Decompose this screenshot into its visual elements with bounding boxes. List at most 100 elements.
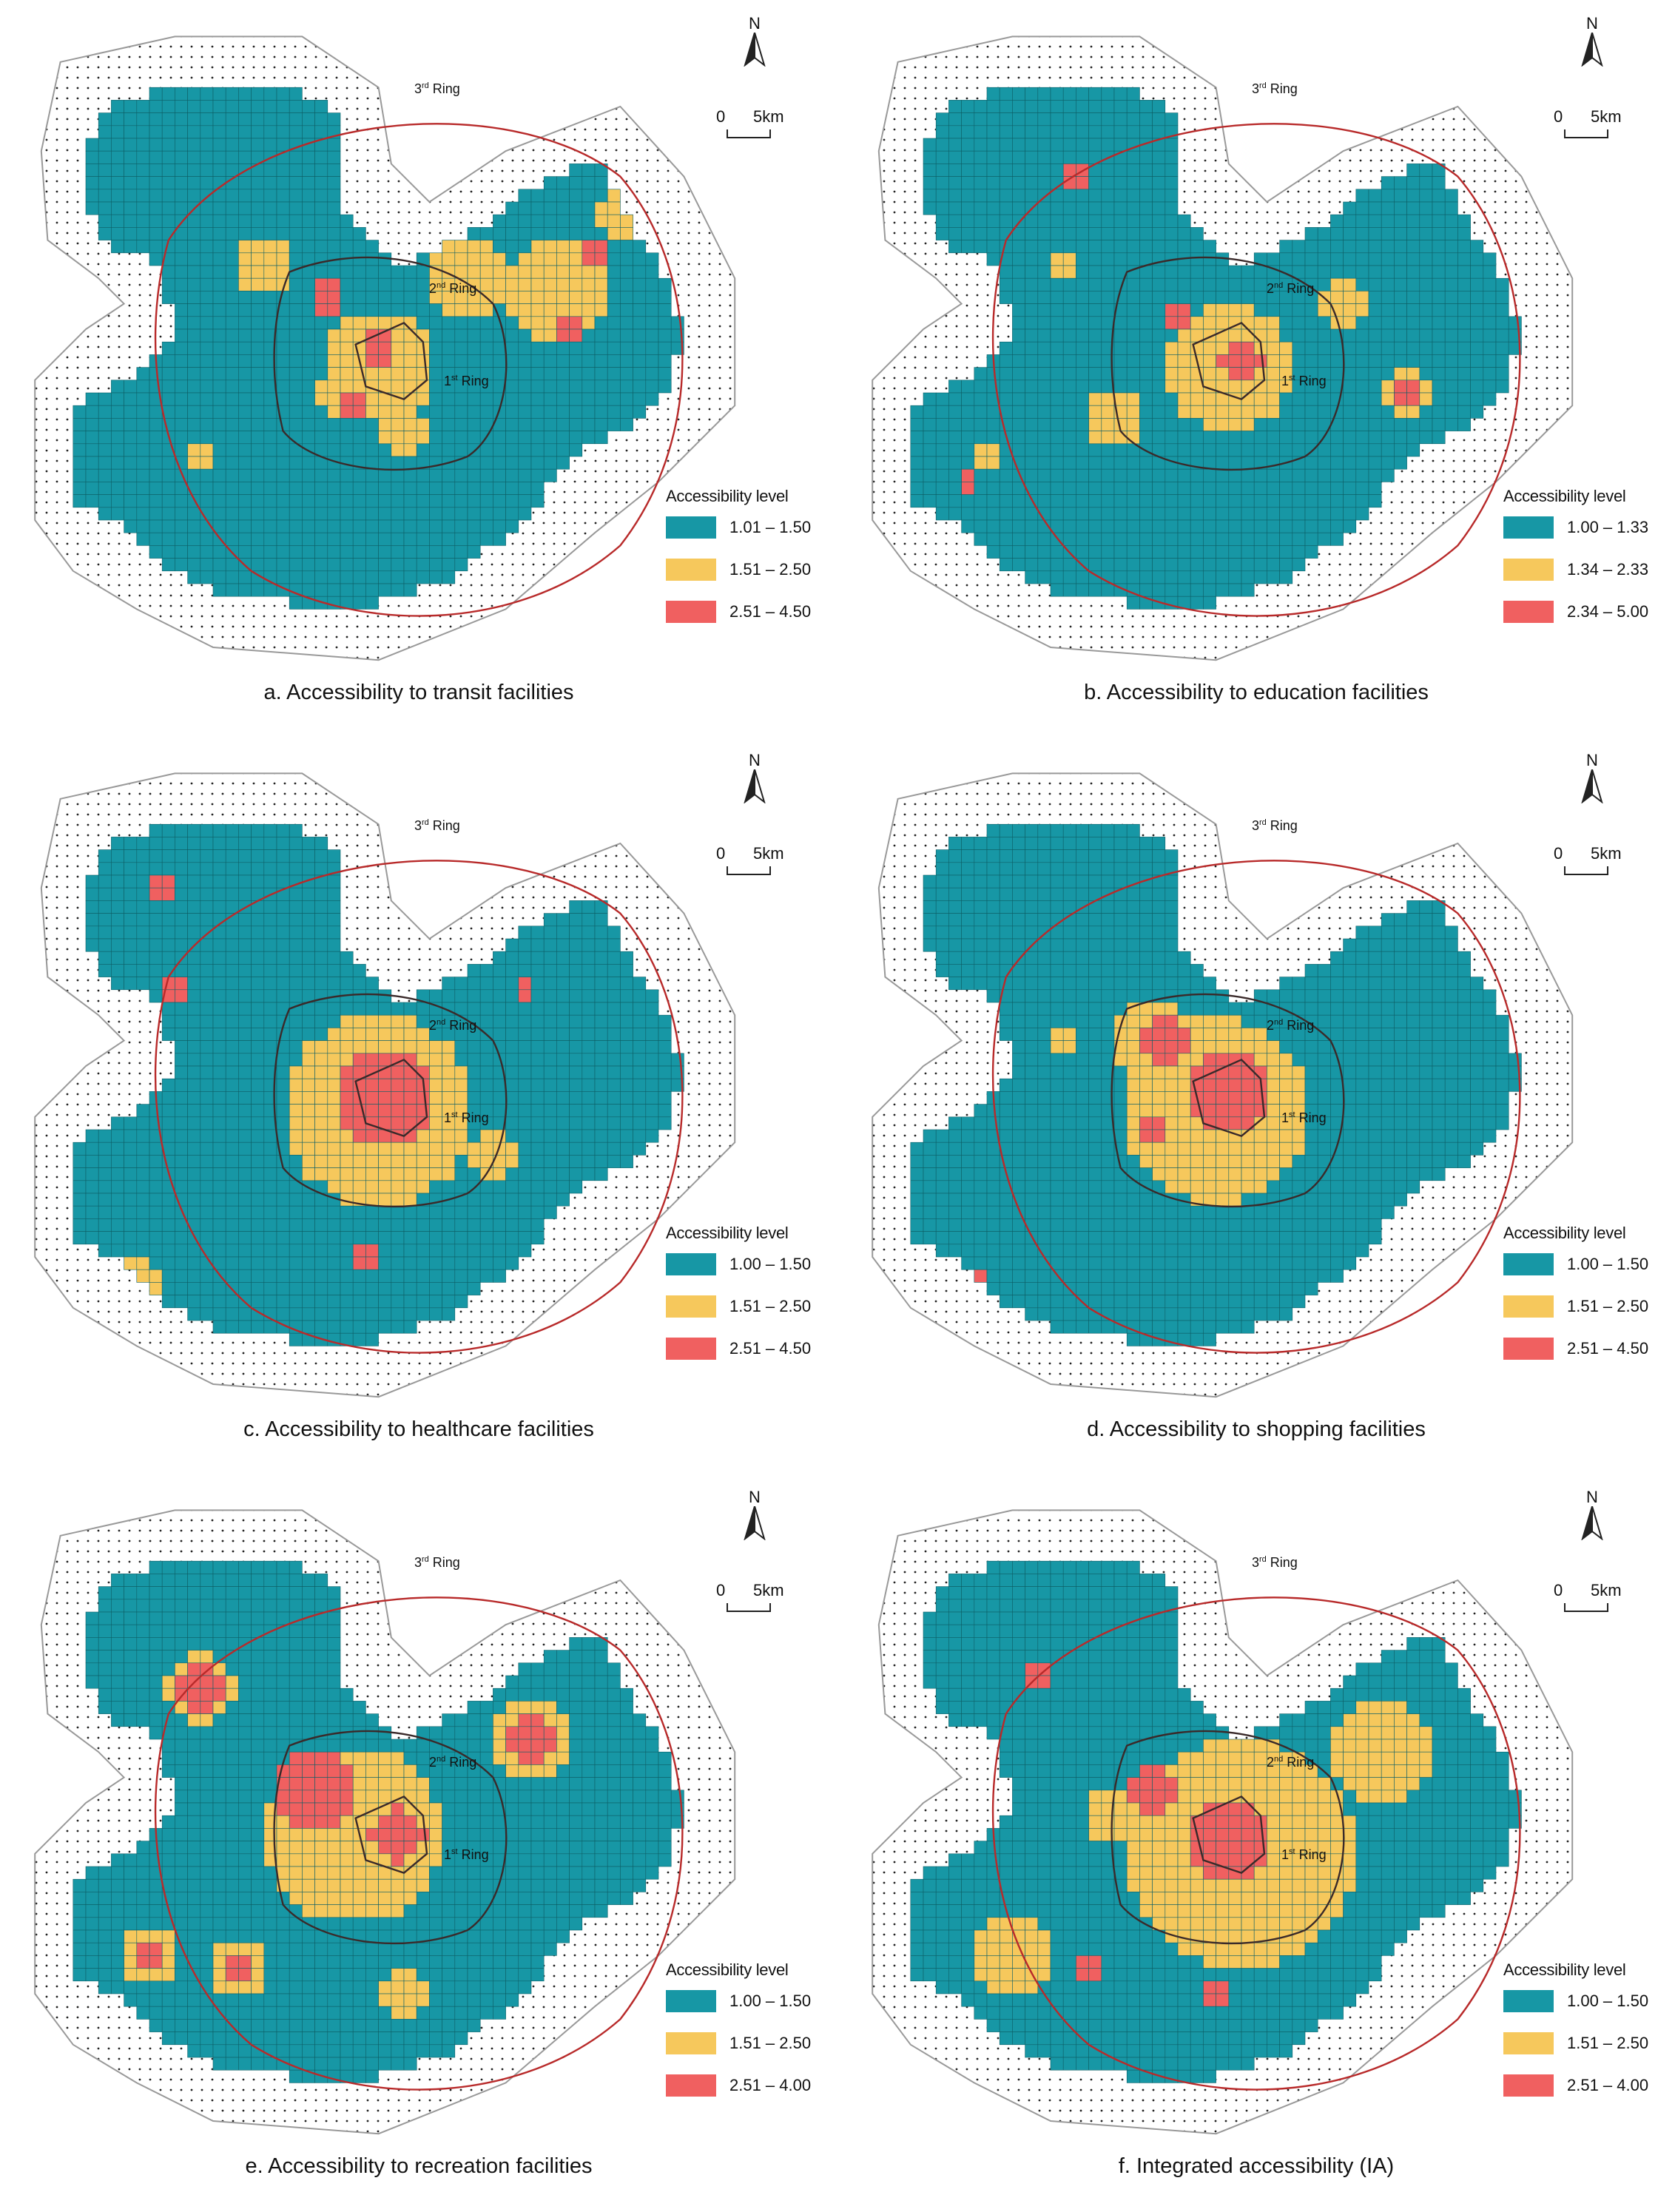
grid-cell	[1088, 456, 1102, 470]
grid-cell	[645, 367, 659, 381]
grid-cell	[1025, 1129, 1039, 1143]
grid-cell	[556, 201, 570, 215]
grid-cell	[161, 545, 175, 559]
grid-cell	[161, 1002, 175, 1016]
grid-cell	[378, 1218, 392, 1232]
grid-cell	[1203, 392, 1216, 406]
grid-cell	[479, 532, 493, 546]
grid-cell	[1381, 989, 1395, 1003]
grid-cell	[1394, 367, 1407, 381]
grid-cell	[505, 1053, 519, 1067]
grid-cell	[1126, 1014, 1140, 1028]
grid-cell	[1216, 1142, 1230, 1156]
grid-cell	[1139, 913, 1153, 927]
grid-cell	[1495, 1014, 1509, 1028]
grid-cell	[98, 456, 112, 470]
grid-cell	[289, 1028, 303, 1041]
grid-cell	[1113, 558, 1128, 572]
grid-cell	[187, 989, 201, 1003]
grid-cell	[442, 1307, 456, 1321]
grid-cell	[1139, 862, 1153, 876]
grid-cell	[1165, 558, 1179, 572]
grid-cell	[1050, 482, 1064, 495]
grid-cell	[493, 1205, 506, 1219]
grid-cell	[1165, 977, 1179, 991]
grid-cell	[149, 125, 163, 139]
grid-cell	[175, 405, 188, 419]
grid-cell	[136, 862, 150, 876]
grid-cell	[416, 277, 430, 291]
grid-cell	[1076, 240, 1089, 254]
grid-cell	[238, 1218, 252, 1232]
grid-cell	[1139, 100, 1153, 113]
grid-cell	[442, 316, 456, 330]
grid-cell	[569, 252, 583, 266]
grid-cell	[124, 1167, 138, 1181]
grid-cell	[175, 392, 188, 406]
grid-cell	[276, 1065, 290, 1079]
grid-cell	[1343, 1028, 1357, 1041]
grid-cell	[1152, 163, 1166, 177]
grid-cell	[1253, 1091, 1267, 1105]
grid-cell	[582, 1155, 596, 1168]
grid-cell	[340, 1028, 354, 1041]
grid-cell	[1317, 265, 1331, 279]
grid-cell	[620, 1014, 633, 1028]
grid-cell	[505, 277, 519, 291]
scale-bar-line	[1564, 129, 1608, 138]
grid-cell	[645, 1028, 659, 1041]
grid-cell	[948, 977, 962, 991]
grid-cell	[416, 1282, 430, 1295]
grid-cell	[1241, 494, 1255, 508]
grid-cell	[1126, 519, 1140, 533]
ring-1st	[1192, 321, 1266, 400]
grid-cell	[1126, 367, 1140, 381]
grid-cell	[467, 1065, 481, 1079]
grid-cell	[251, 1282, 265, 1295]
grid-cell	[327, 938, 341, 952]
grid-cell	[1241, 545, 1255, 559]
grid-cell	[352, 431, 366, 445]
grid-cell	[986, 977, 1000, 991]
grid-cell	[200, 1180, 214, 1194]
grid-cell	[594, 951, 608, 965]
grid-cell	[1432, 405, 1446, 419]
grid-cell	[1037, 456, 1051, 470]
grid-cell	[594, 354, 608, 368]
grid-cell	[391, 443, 405, 457]
grid-cell	[289, 1269, 303, 1283]
grid-cell	[1165, 583, 1179, 597]
grid-cell	[327, 1014, 341, 1028]
grid-cell	[1012, 1028, 1025, 1041]
grid-cell	[352, 1180, 366, 1194]
grid-cell	[1330, 252, 1344, 266]
grid-cell	[1279, 418, 1293, 431]
grid-cell	[429, 545, 442, 559]
grid-cell	[1304, 964, 1318, 977]
grid-cell	[986, 443, 1000, 457]
grid-cell	[1203, 1002, 1216, 1016]
grid-cell	[1432, 341, 1446, 355]
grid-cell	[302, 887, 315, 901]
grid-cell	[1012, 380, 1025, 394]
grid-cell	[1101, 112, 1115, 127]
grid-cell	[1444, 1065, 1458, 1079]
grid-cell	[111, 392, 124, 406]
grid-cell	[1203, 570, 1216, 584]
north-arrow: N	[732, 752, 777, 807]
grid-cell	[251, 87, 265, 101]
grid-cell	[1343, 341, 1357, 355]
grid-cell	[314, 227, 328, 240]
grid-cell	[429, 328, 442, 343]
grid-cell	[948, 507, 962, 521]
grid-cell	[569, 925, 583, 940]
grid-cell	[1470, 1104, 1484, 1118]
grid-cell	[1444, 405, 1458, 419]
grid-cell	[1113, 1116, 1128, 1130]
grid-cell	[314, 1307, 328, 1321]
grid-cell	[1050, 392, 1064, 406]
grid-cell	[225, 1104, 239, 1118]
grid-cell	[302, 125, 315, 139]
grid-cell	[620, 1155, 633, 1168]
grid-cell	[986, 163, 1000, 177]
